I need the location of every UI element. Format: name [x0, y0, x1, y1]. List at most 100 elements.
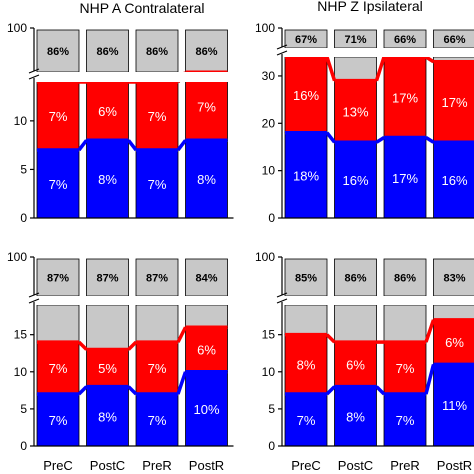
bar-top-upper-segment — [185, 29, 228, 73]
y-tick-label: 15 — [262, 328, 276, 342]
panels: 10005107%7%86%8%6%86%7%7%86%8%7%86%10001… — [7, 21, 474, 473]
bottom-connector — [176, 371, 188, 395]
data-label-top: 84% — [195, 273, 217, 285]
x-tick-label: PreR — [390, 458, 420, 473]
data-label-bottom: 8% — [98, 409, 117, 424]
data-label-top: 66% — [394, 34, 416, 46]
bar-bottom-segment — [36, 149, 80, 219]
data-label-middle: 6% — [445, 335, 464, 350]
data-label-middle: 6% — [98, 104, 117, 119]
y-tick-label: 0 — [20, 211, 27, 225]
data-label-bottom: 7% — [396, 413, 415, 428]
bar-top-upper-segment — [334, 258, 377, 297]
y-tick-label: 10 — [262, 365, 276, 379]
data-label-top: 86% — [47, 46, 69, 58]
data-label-bottom: 10% — [193, 402, 219, 417]
bottom-connector — [77, 139, 88, 152]
y-tick-label: 5 — [20, 402, 27, 416]
middle-connector — [176, 326, 188, 343]
x-tick-label: PostC — [90, 458, 125, 473]
y-tick-label: 100 — [7, 250, 27, 264]
data-label-middle: 5% — [98, 361, 117, 376]
data-label-middle: 13% — [342, 104, 368, 119]
data-label-middle: 17% — [441, 95, 467, 110]
bottom-connector — [424, 363, 436, 395]
y-tick-label: 10 — [14, 365, 28, 379]
axis-break-mark — [276, 298, 288, 304]
data-label-bottom: 7% — [49, 177, 68, 192]
bottom-connector — [325, 131, 336, 144]
panel-4: 100 0 5 10 15 7% 8% 85% 8% 6% 86% 7% 7% 86% 11% 6% 83% Pr… — [255, 250, 474, 473]
middle-connector — [424, 319, 436, 343]
y-tick-label: 100 — [255, 21, 275, 35]
axis-break-mark — [28, 292, 40, 298]
data-label-bottom: 8% — [197, 172, 216, 187]
axis-break-band — [276, 296, 474, 305]
data-label-middle: 7% — [148, 109, 167, 124]
bottom-connector — [127, 139, 138, 152]
data-label-top: 86% — [96, 46, 118, 58]
bottom-connector — [425, 136, 435, 144]
x-tick-label: PostR — [437, 458, 472, 473]
bar-middle-segment — [185, 71, 228, 141]
bottom-connector — [127, 385, 138, 396]
axis-break-mark — [28, 74, 40, 80]
axis-break-band — [276, 48, 474, 57]
bar-top-segment — [334, 304, 377, 343]
x-tick-label: PostC — [338, 458, 373, 473]
middle-connector — [425, 55, 435, 64]
bar-middle-segment — [86, 349, 129, 388]
data-label-bottom: 7% — [148, 177, 167, 192]
bar-top-segment — [135, 304, 179, 343]
y-tick-label: 10 — [14, 114, 28, 128]
bar-bottom-segment — [135, 393, 179, 447]
data-label-bottom: 11% — [442, 398, 467, 413]
data-label-top: 86% — [394, 273, 416, 285]
data-label-middle: 17% — [392, 90, 418, 105]
bar-bottom-segment — [135, 149, 179, 219]
x-tick-label: PreC — [43, 458, 73, 473]
panel-1: 100 0 5 10 7% 7% 86% 8% 6% 86% 7% 7% 86% 8% 7% 86% — [7, 21, 238, 225]
data-label-middle: 7% — [396, 361, 415, 376]
middle-connector — [374, 56, 386, 82]
bar-top-upper-segment — [36, 258, 80, 297]
bottom-connector — [77, 385, 88, 396]
x-tick-label: PostR — [189, 458, 224, 473]
bar-bottom-segment — [185, 139, 228, 219]
middle-connector — [127, 340, 138, 351]
data-label-bottom: 7% — [148, 413, 167, 428]
data-label-middle: 6% — [346, 357, 365, 372]
bottom-connector — [176, 139, 187, 152]
x-tick-label: PreC — [291, 458, 321, 473]
bottom-connector — [325, 385, 336, 396]
bar-bottom-segment — [433, 141, 474, 219]
panel-2: 100 0 10 20 30 18% 16% 67% 16% 13% 71% 17% 17% 66% 16%… — [255, 21, 474, 225]
bar-bottom-segment — [383, 137, 427, 219]
y-tick-label: 0 — [268, 439, 275, 453]
panel-title: NHP A Contralateral — [79, 0, 204, 16]
axis-break-mark — [276, 292, 288, 298]
bar-top-segment — [334, 56, 377, 82]
y-tick-label: 0 — [268, 211, 275, 225]
middle-connector — [325, 56, 337, 82]
bar-top-segment — [185, 304, 228, 328]
y-tick-label: 20 — [262, 116, 276, 130]
data-label-top: 83% — [443, 273, 465, 285]
y-tick-label: 30 — [262, 69, 276, 83]
bar-middle-segment — [284, 56, 328, 134]
data-label-bottom: 8% — [346, 409, 365, 424]
data-label-top: 85% — [295, 273, 317, 285]
bar-middle-segment — [383, 341, 427, 395]
y-tick-label: 100 — [255, 250, 275, 264]
data-label-top: 86% — [146, 46, 168, 58]
data-label-top: 87% — [96, 273, 118, 285]
data-label-middle: 6% — [197, 343, 216, 358]
y-tick-label: 10 — [262, 164, 276, 178]
bar-top-segment — [284, 304, 328, 336]
bar-top-upper-segment — [185, 258, 228, 297]
bar-top-segment — [383, 304, 427, 343]
y-tick-label: 0 — [20, 439, 27, 453]
bottom-connector — [375, 136, 385, 144]
axis-break-mark — [276, 44, 288, 50]
